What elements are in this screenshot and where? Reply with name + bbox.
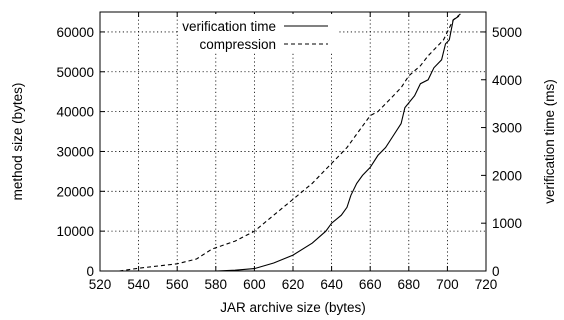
y-tick-label-left: 10000	[56, 224, 94, 239]
tick-labels: 520 540 560 580 600 620 640 660 680 700 7200100002…	[56, 25, 522, 292]
y-tick-label-left: 40000	[56, 105, 94, 120]
x-tick-label: 620	[282, 277, 305, 292]
y-axis-label-right: verification time (ms)	[542, 79, 557, 204]
y-tick-label-left: 50000	[56, 65, 94, 80]
x-tick-label: 580	[205, 277, 228, 292]
x-tick-label: 560	[166, 277, 189, 292]
y-tick-label-right: 4000	[492, 73, 522, 88]
x-tick-label: 660	[359, 277, 382, 292]
y-tick-label-right: 5000	[492, 25, 522, 40]
y-tick-label-right: 3000	[492, 121, 522, 136]
series-line-compression	[119, 11, 464, 272]
x-tick-label: 540	[127, 277, 150, 292]
y-tick-label-left: 20000	[56, 184, 94, 199]
legend-background	[178, 14, 338, 52]
x-tick-label: 600	[243, 277, 266, 292]
x-tick-label: 520	[89, 277, 112, 292]
y-tick-label-left: 30000	[56, 144, 94, 159]
grid-lines	[100, 12, 486, 271]
x-tick-label: 640	[320, 277, 343, 292]
x-tick-label: 720	[475, 277, 498, 292]
y-axis-label-left: method size (bytes)	[10, 83, 25, 201]
legend: verification time compression	[182, 19, 328, 52]
y-tick-label-left: 0	[86, 264, 94, 279]
x-axis-label: JAR archive size (bytes)	[220, 300, 366, 315]
x-tick-label: 700	[436, 277, 459, 292]
y-tick-label-left: 60000	[56, 25, 94, 40]
x-tick-label: 680	[398, 277, 421, 292]
y-tick-label-right: 0	[492, 264, 500, 279]
legend-label-compression: compression	[199, 37, 276, 52]
y-tick-label-right: 2000	[492, 168, 522, 183]
y-tick-label-right: 1000	[492, 216, 522, 231]
plot-frame	[99, 11, 487, 272]
legend-label-verification-time: verification time	[182, 19, 276, 34]
series-line-verification-time	[215, 15, 460, 272]
series-lines	[119, 11, 464, 272]
